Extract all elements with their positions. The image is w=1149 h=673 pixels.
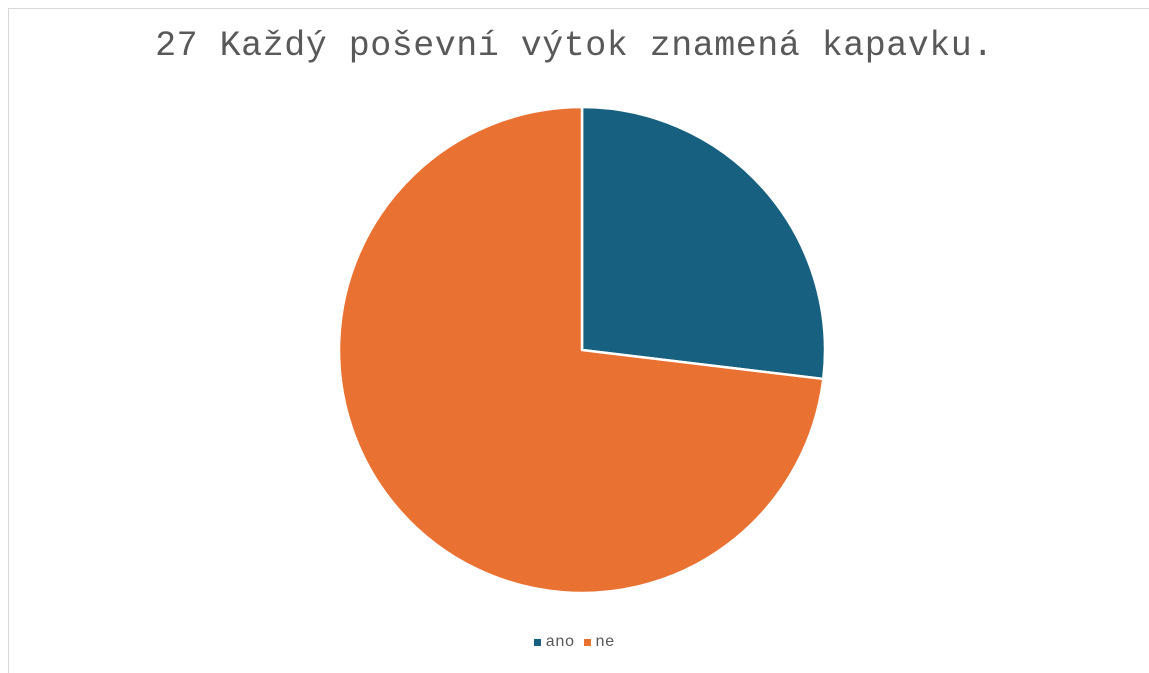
legend-swatch-ano	[534, 638, 542, 646]
legend: ano ne	[0, 633, 1149, 651]
legend-swatch-ne	[584, 638, 592, 646]
legend-item-ne: ne	[584, 633, 615, 651]
legend-item-ano: ano	[534, 633, 574, 651]
pie-slice-ano	[580, 105, 827, 381]
legend-label-ano: ano	[545, 633, 575, 651]
pie-slice-ne	[337, 105, 825, 595]
chart-title: 27 Každý poševní výtok znamená kapavku.	[155, 26, 994, 66]
legend-label-ne: ne	[595, 633, 615, 651]
